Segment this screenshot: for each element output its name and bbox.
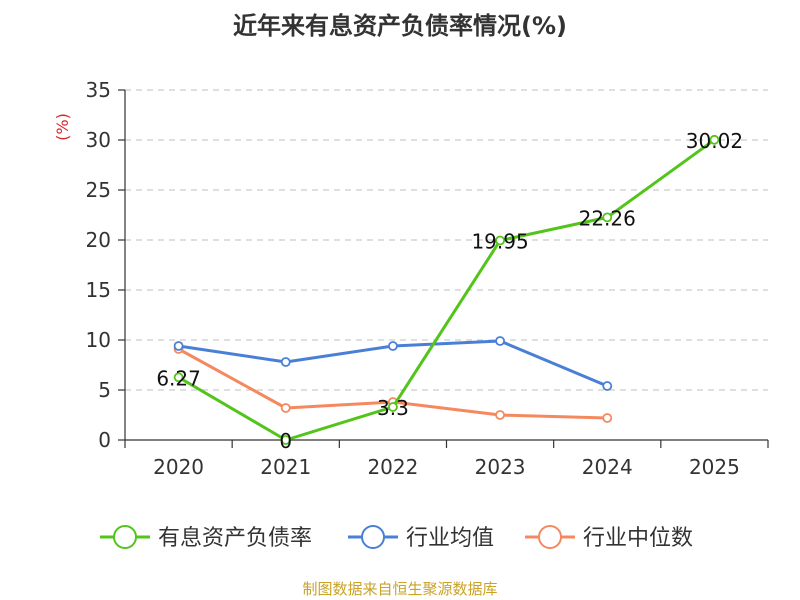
legend-swatch-marker xyxy=(538,525,562,549)
x-tick-label: 2024 xyxy=(582,455,633,479)
legend-swatch-marker xyxy=(113,525,137,549)
y-tick-label: 5 xyxy=(98,378,111,402)
data-label: 30.02 xyxy=(686,129,743,153)
y-tick-label: 35 xyxy=(86,78,111,102)
data-point xyxy=(280,403,291,413)
data-point xyxy=(602,413,613,423)
source-footer: 制图数据来自恒生聚源数据库 xyxy=(302,580,498,598)
x-tick-label: 2022 xyxy=(367,455,418,479)
data-label: 3.3 xyxy=(377,396,409,420)
data-label: 6.27 xyxy=(156,366,201,390)
legend-swatch-marker xyxy=(361,525,385,549)
y-tick-label: 10 xyxy=(86,328,111,352)
data-point xyxy=(709,134,720,145)
data-point xyxy=(388,341,398,351)
series-line xyxy=(177,138,716,442)
chart-title: 近年来有息资产负债率情况(%) xyxy=(233,12,567,40)
data-point xyxy=(602,212,613,223)
legend-label: 行业均值 xyxy=(406,526,494,551)
data-point xyxy=(495,336,505,346)
data-label: 0 xyxy=(279,429,292,453)
data-point xyxy=(602,381,613,391)
legend-label: 行业中位数 xyxy=(583,526,693,551)
data-point xyxy=(280,435,291,445)
data-point xyxy=(495,410,505,420)
data-point xyxy=(388,402,398,412)
legend: 有息资产负债率 行业均值 行业中位数 xyxy=(100,525,693,551)
y-tick-label: 25 xyxy=(86,178,111,202)
x-tick-label: 2023 xyxy=(475,455,526,479)
legend-label: 有息资产负债率 xyxy=(158,526,312,551)
data-point xyxy=(495,235,505,246)
data-point xyxy=(173,372,184,383)
data-point xyxy=(280,357,291,367)
series-lines xyxy=(173,134,720,445)
data-label: 22.26 xyxy=(579,206,636,230)
x-tick-label: 2025 xyxy=(689,455,740,479)
y-tick-label: 20 xyxy=(86,228,111,252)
data-point xyxy=(173,341,184,351)
y-axis-unit-label: (%) xyxy=(53,113,72,141)
x-tick-label: 2021 xyxy=(260,455,311,479)
x-tick-label: 2020 xyxy=(153,455,204,479)
data-label: 19.95 xyxy=(471,230,528,254)
y-tick-label: 0 xyxy=(98,428,111,452)
y-tick-label: 30 xyxy=(86,128,111,152)
y-tick-label: 15 xyxy=(86,278,111,302)
grid-lines xyxy=(125,89,768,391)
data-labels: 6.27 0 3.3 19.95 22.26 30.02 xyxy=(156,129,743,453)
